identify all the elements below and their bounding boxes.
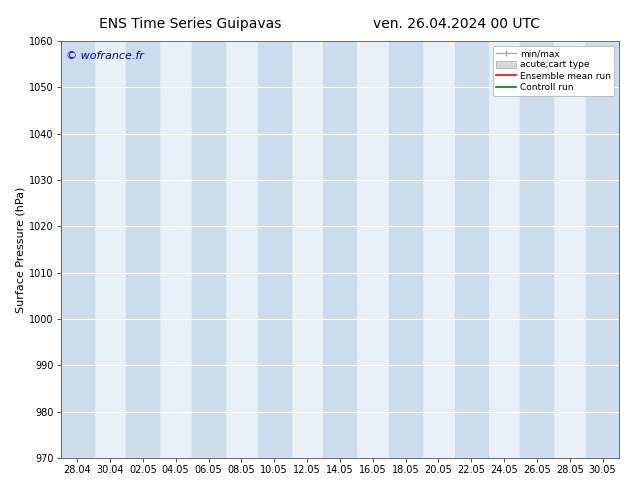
Text: ven. 26.04.2024 00 UTC: ven. 26.04.2024 00 UTC [373, 17, 540, 31]
Bar [61, 41, 94, 458]
Bar [192, 41, 225, 458]
Bar [126, 41, 159, 458]
Bar [323, 41, 356, 458]
Bar [258, 41, 290, 458]
Bar [586, 41, 619, 458]
Bar [521, 41, 553, 458]
Legend: min/max, acute;cart type, Ensemble mean run, Controll run: min/max, acute;cart type, Ensemble mean … [493, 46, 614, 96]
Bar [389, 41, 422, 458]
Bar [455, 41, 488, 458]
Text: ENS Time Series Guipavas: ENS Time Series Guipavas [99, 17, 281, 31]
Y-axis label: Surface Pressure (hPa): Surface Pressure (hPa) [15, 186, 25, 313]
Text: © wofrance.fr: © wofrance.fr [67, 51, 144, 61]
